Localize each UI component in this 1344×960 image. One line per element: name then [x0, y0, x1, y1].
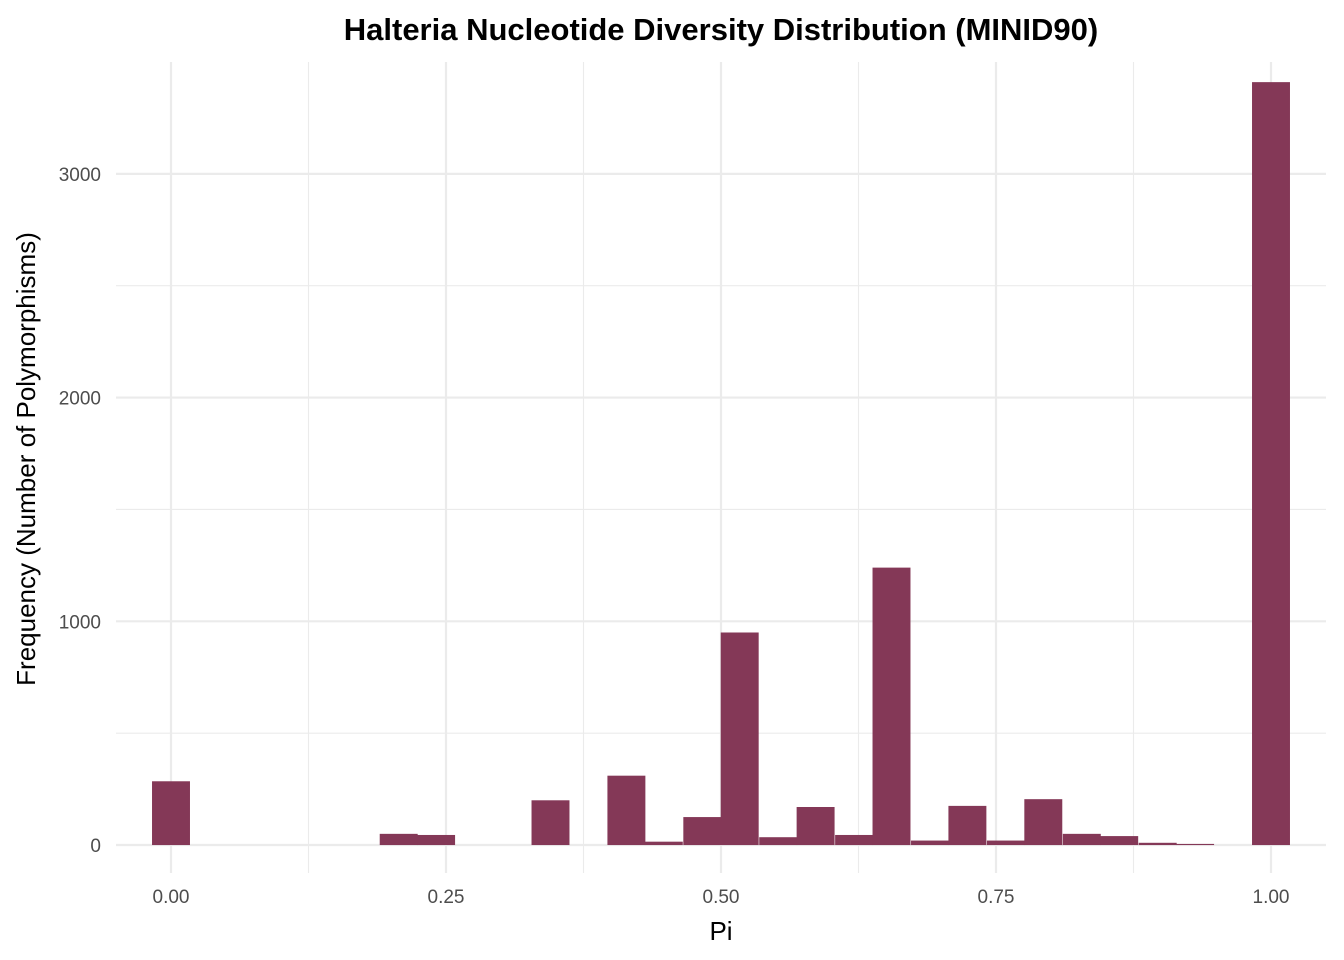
histogram-bar-13: [948, 805, 987, 846]
histogram-bar-3: [531, 800, 570, 846]
histogram-bar-12: [911, 840, 949, 846]
x-tick-label: 1.00: [1253, 887, 1290, 908]
x-tick-label: 0.50: [703, 887, 740, 908]
histogram-bar-6: [683, 817, 722, 846]
histogram-bar-14: [986, 840, 1025, 846]
histogram-bar-19: [1176, 843, 1215, 846]
histogram-bars: [152, 82, 1290, 846]
histogram-bar-11: [872, 567, 911, 846]
x-tick-label: 0.00: [153, 887, 190, 908]
y-tick-label: 3000: [59, 165, 101, 186]
x-axis-ticks: 0.00 0.25 0.50 0.75 1.00: [153, 887, 1290, 908]
histogram-bar-10: [835, 834, 874, 846]
x-tick-label: 0.25: [428, 887, 465, 908]
y-axis-ticks: 0 1000 2000 3000: [59, 165, 101, 857]
histogram-bar-1: [379, 833, 418, 846]
histogram-bar-0: [152, 781, 190, 846]
histogram-bar-18: [1138, 842, 1177, 846]
histogram-bar-9: [796, 807, 835, 846]
histogram-bar-5: [644, 841, 683, 846]
y-axis-title: Frequency (Number of Polymorphisms): [11, 232, 41, 686]
histogram-bar-15: [1024, 799, 1063, 846]
x-axis-title: Pi: [709, 916, 732, 946]
chart-title: Halteria Nucleotide Diversity Distributi…: [344, 12, 1098, 47]
histogram-bar-8: [759, 837, 798, 846]
histogram-bar-4: [607, 775, 646, 846]
histogram-bar-17: [1100, 836, 1139, 846]
histogram-bar-16: [1062, 833, 1101, 846]
histogram-bar-20: [1252, 82, 1290, 846]
histogram-bar-2: [417, 834, 456, 846]
x-tick-label: 0.75: [978, 887, 1015, 908]
y-tick-label: 2000: [59, 389, 101, 410]
y-tick-label: 0: [90, 836, 101, 857]
y-tick-label: 1000: [59, 612, 101, 633]
histogram-bar-7: [720, 632, 759, 846]
